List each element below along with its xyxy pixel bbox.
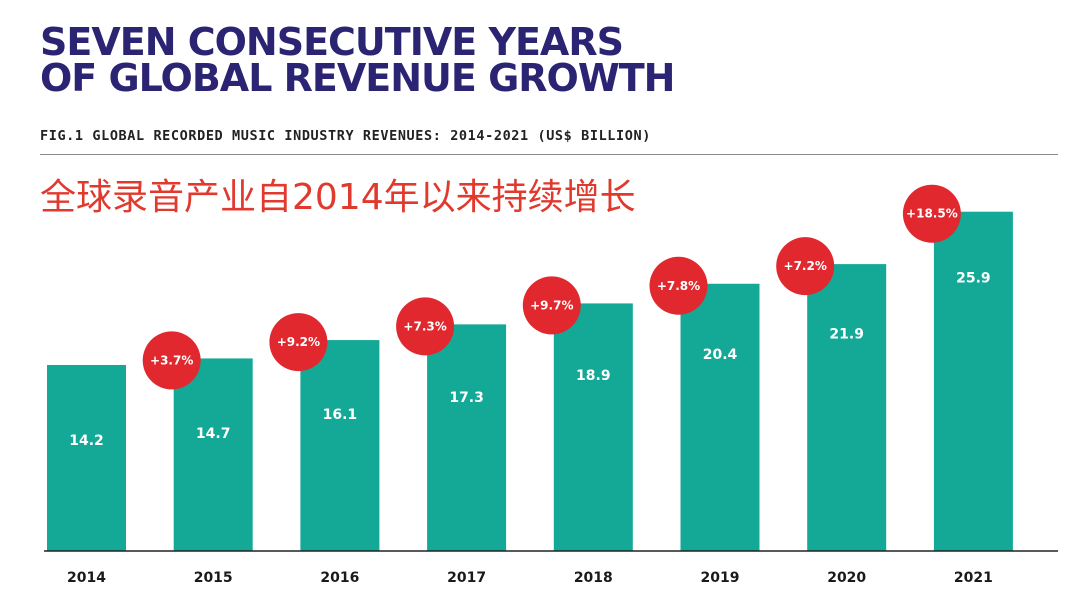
bar-value-label: 14.2: [69, 433, 104, 449]
figure-caption: FIG.1 GLOBAL RECORDED MUSIC INDUSTRY REV…: [40, 128, 651, 144]
x-tick-label: 2020: [827, 570, 866, 586]
growth-badge-label: +9.7%: [530, 298, 573, 312]
growth-badge: [396, 297, 455, 356]
caption-divider: [40, 154, 1058, 155]
title-line-1: SEVEN CONSECUTIVE YEARS: [40, 20, 624, 64]
growth-badge-label: +9.2%: [277, 335, 320, 349]
growth-badge: [269, 313, 328, 372]
bar-2018: [553, 303, 633, 551]
x-tick-label: 2019: [701, 570, 740, 586]
growth-badge-label: +7.8%: [657, 279, 700, 293]
bar-2017: [427, 324, 507, 551]
growth-badge-label: +7.3%: [403, 319, 446, 333]
bar-value-label: 14.7: [196, 426, 231, 442]
bar-2016: [300, 340, 380, 551]
growth-badge: [522, 276, 581, 335]
chinese-annotation: 全球录音产业自2014年以来持续增长: [40, 177, 636, 218]
bar-value-label: 20.4: [703, 347, 738, 363]
bar-2015: [173, 358, 253, 551]
bar-2014: [47, 364, 126, 551]
growth-badge-label: +3.7%: [150, 353, 193, 367]
x-tick-label: 2018: [574, 570, 613, 586]
title-line-2: OF GLOBAL REVENUE GROWTH: [40, 56, 676, 100]
x-tick-label: 2015: [194, 570, 233, 586]
x-tick-label: 2017: [447, 570, 486, 586]
x-tick-label: 2016: [320, 570, 359, 586]
bar-2020: [807, 264, 887, 551]
bar-value-label: 17.3: [449, 390, 484, 406]
growth-badge: [142, 331, 201, 390]
page-title: SEVEN CONSECUTIVE YEARS OF GLOBAL REVENU…: [40, 20, 1040, 100]
growth-badge: [649, 256, 708, 315]
bar-2019: [680, 283, 760, 551]
growth-badge: [902, 184, 961, 243]
bar-value-label: 16.1: [323, 407, 358, 423]
bar-value-label: 18.9: [576, 368, 611, 384]
growth-badge: [776, 237, 835, 296]
x-tick-label: 2021: [954, 570, 993, 586]
bar-value-label: 21.9: [829, 326, 864, 342]
bar-2021: [933, 211, 1013, 551]
growth-badge-label: +7.2%: [784, 259, 827, 273]
bar-value-label: 25.9: [956, 271, 991, 287]
growth-badge-label: +18.5%: [906, 207, 958, 221]
x-tick-label: 2014: [67, 570, 106, 586]
